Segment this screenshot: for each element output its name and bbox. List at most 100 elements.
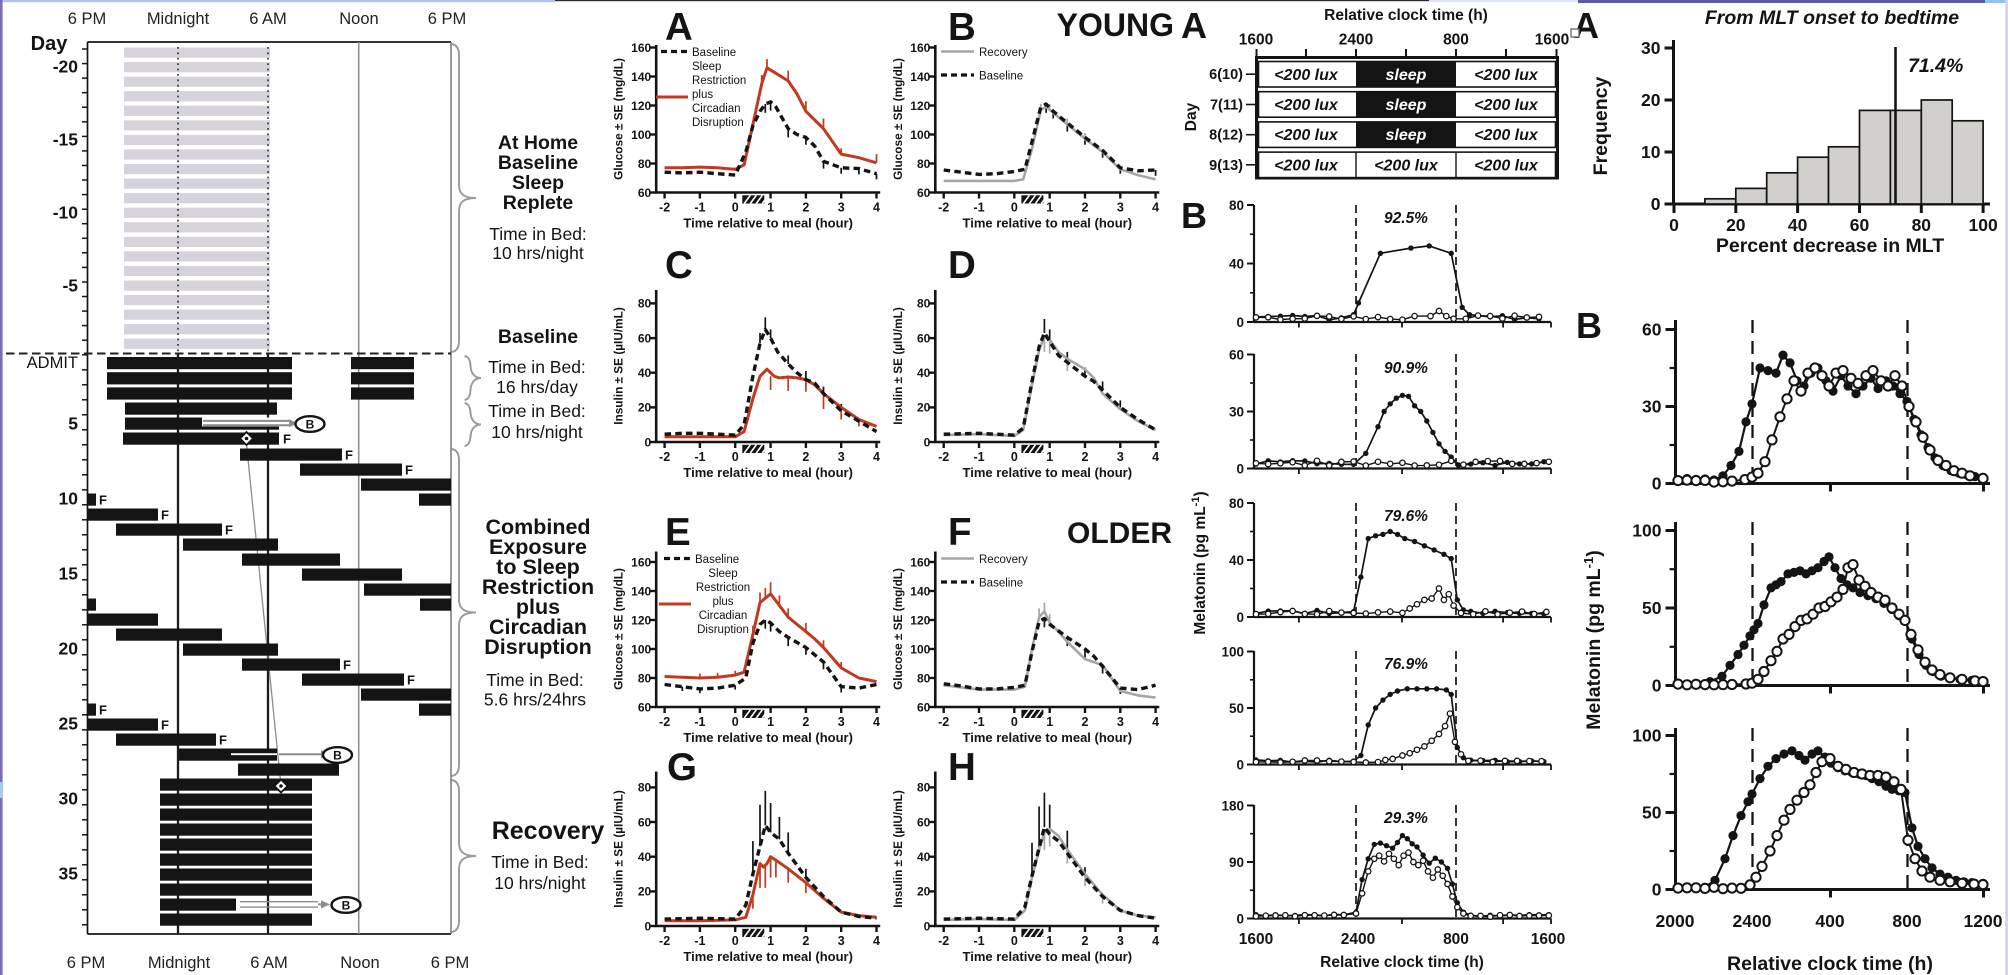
svg-text:90.9%: 90.9% xyxy=(1384,360,1428,377)
svg-text:40: 40 xyxy=(1229,553,1244,568)
svg-text:Day: Day xyxy=(1183,102,1200,131)
svg-text:2: 2 xyxy=(1082,715,1089,729)
svg-text:76.9%: 76.9% xyxy=(1384,656,1428,673)
svg-text:3: 3 xyxy=(1117,715,1124,729)
svg-text:plus: plus xyxy=(712,596,733,608)
svg-text:120: 120 xyxy=(631,613,651,627)
svg-text:B: B xyxy=(333,749,342,763)
svg-text:Glucose ± SE (mg/dL): Glucose ± SE (mg/dL) xyxy=(891,58,905,180)
svg-text:Baseline: Baseline xyxy=(979,71,1023,83)
svg-text:1: 1 xyxy=(1046,450,1053,464)
svg-text:Noon: Noon xyxy=(340,954,379,972)
svg-text:F: F xyxy=(219,733,227,748)
svg-text:-10: -10 xyxy=(53,203,79,223)
svg-text:2: 2 xyxy=(802,715,809,729)
svg-text:1: 1 xyxy=(1046,715,1053,729)
svg-text:F: F xyxy=(343,658,351,673)
svg-text:<200 lux: <200 lux xyxy=(1474,97,1539,114)
svg-text:50: 50 xyxy=(1642,598,1662,618)
svg-text:Baseline: Baseline xyxy=(498,326,578,348)
svg-text:30: 30 xyxy=(1229,405,1244,420)
svg-text:Disruption: Disruption xyxy=(484,635,592,659)
svg-text:5.6 hrs/24hrs: 5.6 hrs/24hrs xyxy=(484,690,586,710)
svg-text:4: 4 xyxy=(873,715,880,729)
svg-text:0: 0 xyxy=(645,919,652,933)
svg-text:180: 180 xyxy=(1221,799,1244,814)
svg-text:2: 2 xyxy=(802,450,809,464)
svg-text:400: 400 xyxy=(1815,911,1844,931)
svg-text:100: 100 xyxy=(910,128,930,142)
svg-text:1: 1 xyxy=(767,934,774,948)
svg-text:0: 0 xyxy=(1651,194,1661,214)
svg-text:Restriction: Restriction xyxy=(696,582,750,594)
svg-text:0: 0 xyxy=(1011,934,1018,948)
svg-text:Sleep: Sleep xyxy=(708,568,737,580)
svg-text:6 PM: 6 PM xyxy=(67,954,106,972)
svg-text:Recovery: Recovery xyxy=(979,47,1028,59)
svg-text:Baseline: Baseline xyxy=(692,47,736,59)
svg-text:-1: -1 xyxy=(973,715,984,729)
svg-text:0: 0 xyxy=(1011,715,1018,729)
svg-text:Disruption: Disruption xyxy=(692,117,744,129)
svg-text:80: 80 xyxy=(638,297,652,311)
svg-text:0: 0 xyxy=(732,450,739,464)
svg-text:0: 0 xyxy=(732,201,739,215)
svg-text:Sleep: Sleep xyxy=(512,172,564,194)
svg-text:Glucose ± SE (mg/dL): Glucose ± SE (mg/dL) xyxy=(612,568,626,690)
svg-text:60: 60 xyxy=(638,700,652,714)
svg-text:92.5%: 92.5% xyxy=(1384,210,1428,227)
svg-text:plus: plus xyxy=(516,595,560,619)
svg-text:From MLT onset to bedtime: From MLT onset to bedtime xyxy=(1705,7,1959,29)
svg-text:140: 140 xyxy=(631,584,651,598)
svg-text:<200 lux: <200 lux xyxy=(1274,67,1339,84)
svg-text:4: 4 xyxy=(1152,450,1159,464)
svg-text:9(13): 9(13) xyxy=(1209,158,1243,174)
svg-text:80: 80 xyxy=(917,297,931,311)
svg-text:-1: -1 xyxy=(973,450,984,464)
svg-text:40: 40 xyxy=(638,366,652,380)
svg-text:50: 50 xyxy=(1642,803,1662,823)
svg-text:0: 0 xyxy=(924,919,931,933)
svg-text:At Home: At Home xyxy=(498,132,578,154)
svg-text:40: 40 xyxy=(1788,215,1808,235)
svg-text:Baseline: Baseline xyxy=(979,578,1023,590)
svg-text:0: 0 xyxy=(1236,315,1244,330)
svg-text:10 hrs/night: 10 hrs/night xyxy=(494,873,586,893)
svg-text:100: 100 xyxy=(910,642,930,656)
svg-text:A: A xyxy=(1573,5,1599,46)
svg-text:60: 60 xyxy=(638,186,652,200)
svg-text:100: 100 xyxy=(631,128,651,142)
svg-text:Percent decrease in MLT: Percent decrease in MLT xyxy=(1716,235,1944,257)
svg-text:-2: -2 xyxy=(938,201,949,215)
svg-text:80: 80 xyxy=(917,671,931,685)
svg-text:6 AM: 6 AM xyxy=(249,10,287,28)
svg-text:0: 0 xyxy=(1011,450,1018,464)
svg-text:C: C xyxy=(665,244,693,287)
svg-text:B: B xyxy=(1576,305,1602,346)
svg-text:Combined: Combined xyxy=(485,515,590,539)
svg-text:-1: -1 xyxy=(973,934,984,948)
svg-text:10: 10 xyxy=(59,489,79,509)
svg-text:80: 80 xyxy=(1912,215,1932,235)
svg-text:<200 lux: <200 lux xyxy=(1274,97,1339,114)
svg-text:Time relative to meal (hour): Time relative to meal (hour) xyxy=(963,216,1133,231)
svg-text:800: 800 xyxy=(1443,32,1469,49)
svg-text:OLDER: OLDER xyxy=(1067,517,1172,550)
svg-text:F: F xyxy=(99,493,107,508)
svg-text:sleep: sleep xyxy=(1386,67,1427,84)
svg-text:Time in Bed:: Time in Bed: xyxy=(486,670,584,690)
svg-text:Time relative to meal (hour): Time relative to meal (hour) xyxy=(683,949,853,964)
svg-text:2: 2 xyxy=(802,201,809,215)
svg-text:40: 40 xyxy=(917,366,931,380)
svg-text:800: 800 xyxy=(1892,911,1921,931)
svg-text:B: B xyxy=(342,899,351,913)
svg-text:60: 60 xyxy=(1642,320,1662,340)
svg-text:0: 0 xyxy=(1669,215,1679,235)
svg-text:60: 60 xyxy=(1850,215,1870,235)
svg-text:4: 4 xyxy=(873,201,880,215)
svg-text:140: 140 xyxy=(910,584,930,598)
svg-text:F: F xyxy=(161,718,169,733)
svg-text:Midnight: Midnight xyxy=(147,10,210,28)
svg-text:4: 4 xyxy=(873,934,880,948)
svg-text:3: 3 xyxy=(1117,201,1124,215)
